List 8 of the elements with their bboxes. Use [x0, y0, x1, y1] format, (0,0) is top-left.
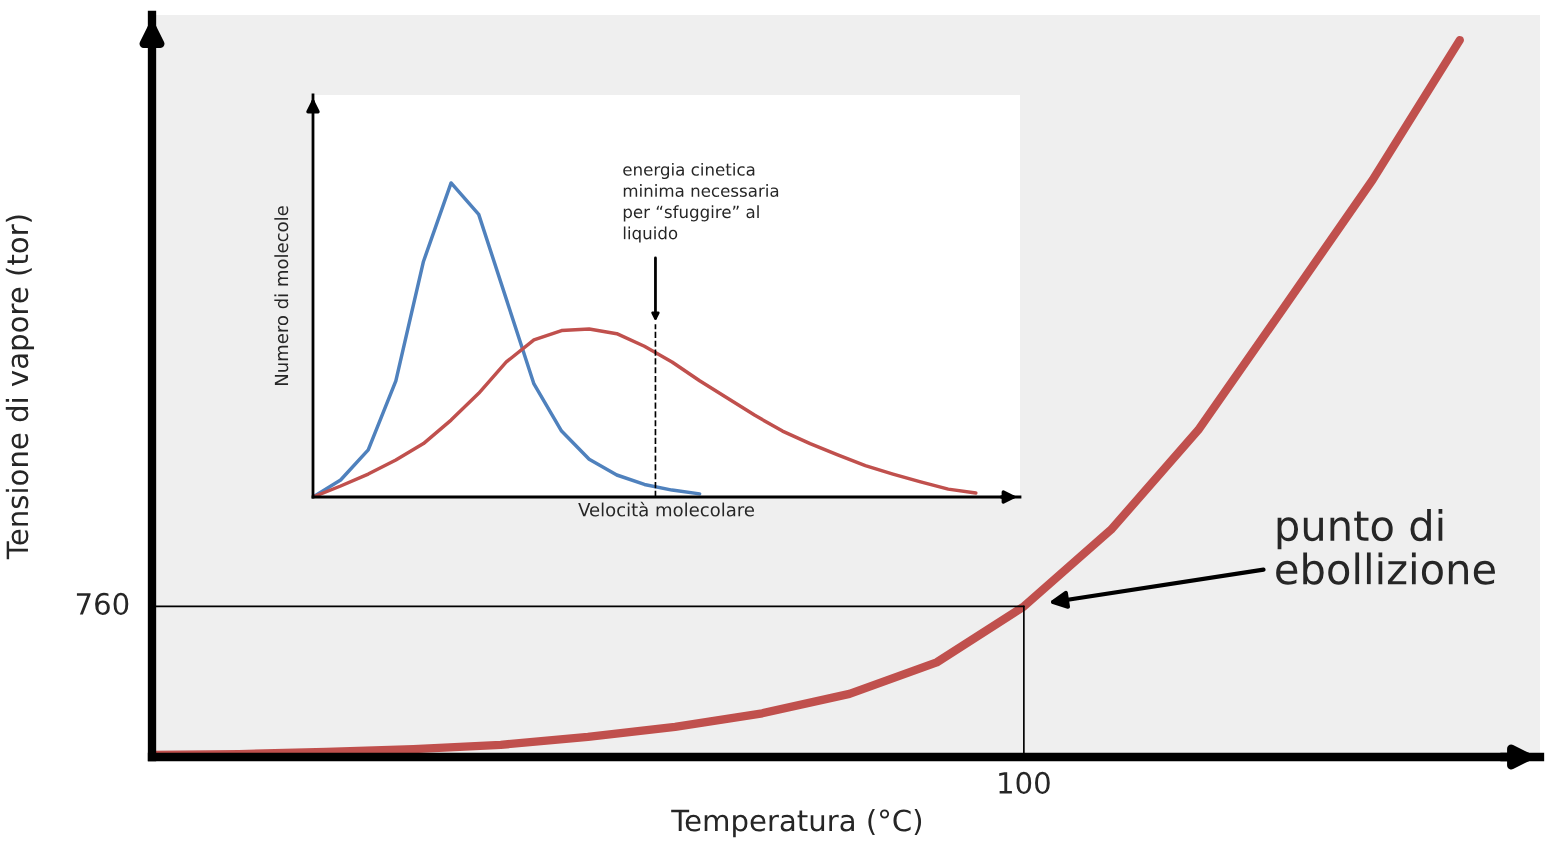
text: 760	[76, 592, 129, 615]
text: 100	[999, 771, 1050, 794]
y-axis-title: Tensione di vapore (tor)	[5, 215, 35, 560]
x-axis-title: Temperatura (°C)	[671, 808, 922, 838]
annotation: punto di ebollizione	[1276, 508, 1495, 585]
annotation: energia cinetica minima necessaria per “sfuggire” al liquido	[623, 162, 779, 243]
y-axis-title: Numero di molecole	[274, 206, 289, 385]
x-axis-title: Velocità molecolare	[578, 501, 754, 517]
